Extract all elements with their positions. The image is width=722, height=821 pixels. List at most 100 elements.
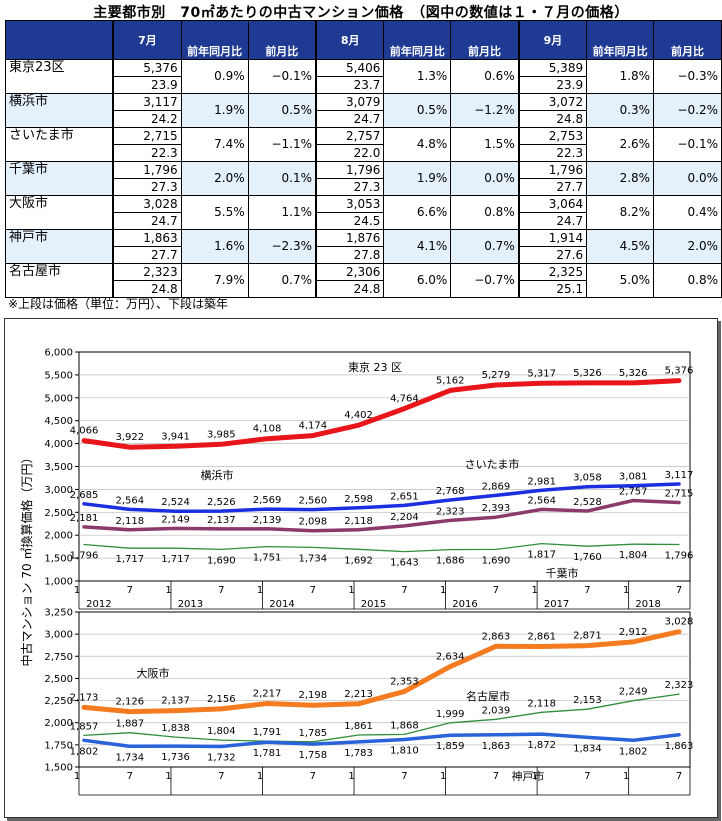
yoy-cell: 8.2% [587,196,654,230]
yoy-cell: 1.8% [587,60,654,94]
data-label: 2,137 [161,696,190,707]
yoy-cell: 1.3% [384,60,451,94]
age-cell: 22.0 [316,145,384,162]
x-tick-label: 7 [310,585,316,596]
yoy-cell: 7.9% [181,264,248,298]
data-label: 2,634 [436,652,465,663]
data-label: 1,859 [436,741,465,752]
x-year-label: 2018 [635,599,660,610]
mom-cell: 1.1% [248,196,316,230]
data-label: 1,810 [390,746,419,757]
price-cell: 3,117 [113,94,181,111]
table-note: ※上段は価格（単位：万円）、下段は築年 [8,295,228,312]
mom-cell: −2.3% [248,230,316,264]
x-tick-label: 7 [493,585,499,596]
yoy-cell: 1.6% [181,230,248,264]
data-label: 1,802 [619,746,648,757]
x-tick-label: 1 [532,585,538,596]
data-label: 2,118 [344,516,373,527]
data-label: 1,717 [161,554,190,565]
mom-cell: 2.0% [654,230,722,264]
data-label: 2,098 [299,517,328,528]
data-label: 1,717 [115,554,144,565]
data-label: 1,838 [161,723,190,734]
series-name-label: さいたま市 [465,457,520,471]
y-tick-label: 5,500 [44,370,73,381]
data-label: 2,153 [573,695,602,706]
x-tick-label: 1 [257,585,263,596]
city-name: さいたま市 [6,128,114,162]
data-label: 2,861 [527,631,556,642]
series-name-label: 東京 23 区 [348,360,402,374]
x-tick-label: 1 [440,771,446,782]
yoy-cell: 0.9% [181,60,248,94]
price-cell: 3,028 [113,196,181,213]
yoy-cell: 4.5% [587,230,654,264]
data-label: 2,126 [115,697,144,708]
data-label: 5,317 [527,368,556,379]
mom-cell: 0.6% [451,60,519,94]
data-label: 2,560 [299,496,328,507]
price-cell: 5,406 [316,60,384,77]
mom-cell: 0.5% [248,94,316,128]
x-tick-label: 1 [623,585,629,596]
price-cell: 2,715 [113,128,181,145]
y-tick-label: 2,000 [44,531,73,542]
data-label: 2,569 [253,495,282,506]
mom-cell: −1.1% [248,128,316,162]
price-cell: 1,914 [519,230,587,247]
data-label: 3,081 [619,472,648,483]
data-label: 1,999 [436,709,465,720]
yoy-cell: 1.9% [181,94,248,128]
data-label: 4,402 [344,410,373,421]
data-label: 2,173 [70,692,99,703]
city-name: 東京23区 [6,60,114,94]
x-year-label: 2014 [269,599,294,610]
data-label: 2,651 [390,491,419,502]
price-cell: 1,863 [113,230,181,247]
y-tick-label: 6,000 [44,348,73,359]
data-label: 5,162 [436,375,465,386]
header-blank [6,21,114,60]
data-label: 2,528 [573,497,602,508]
data-label: 2,912 [619,627,648,638]
data-label: 2,249 [619,687,648,698]
x-tick-label: 7 [401,771,407,782]
data-label: 1,796 [665,551,694,562]
age-cell: 23.9 [113,77,181,94]
header-yoy: 前年同月比 [384,21,451,60]
mom-cell: 0.0% [451,162,519,196]
x-tick-label: 7 [676,585,682,596]
price-cell: 5,376 [113,60,181,77]
data-label: 1,868 [390,720,419,731]
x-year-label: 2013 [178,599,203,610]
price-cell: 1,876 [316,230,384,247]
price-cell: 1,796 [316,162,384,179]
y-tick-label: 1,000 [44,577,73,588]
price-cell: 2,753 [519,128,587,145]
yoy-cell: 6.6% [384,196,451,230]
mom-cell: 0.4% [654,196,722,230]
data-label: 1,736 [161,752,190,763]
price-chart-svg: 1,0001,5002,0002,5003,0003,5004,0004,500… [5,319,717,817]
data-label: 2,863 [482,631,511,642]
series-name-label: 千葉市 [546,566,579,580]
data-label: 1,690 [207,555,236,566]
y-tick-label: 2,750 [44,652,73,663]
data-label: 2,118 [115,516,144,527]
age-cell: 25.1 [519,281,587,298]
data-label: 5,326 [573,368,602,379]
yoy-cell: 4.1% [384,230,451,264]
yoy-cell: 2.0% [181,162,248,196]
series-name-label: 神戸市 [512,769,545,783]
data-label: 2,039 [482,705,511,716]
x-tick-label: 1 [165,585,171,596]
header-yoy: 前年同月比 [587,21,654,60]
data-label: 2,323 [665,680,694,691]
data-label: 2,869 [482,481,511,492]
